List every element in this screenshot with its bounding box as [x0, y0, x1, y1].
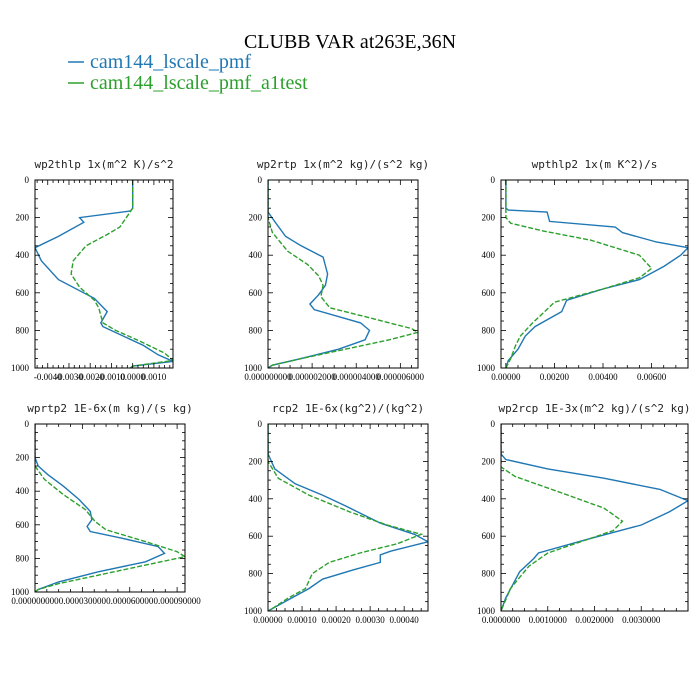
series-line-2	[501, 424, 624, 611]
x-tick-label: 0.000000000	[244, 372, 292, 382]
x-tick-label: 0.00400	[588, 372, 618, 382]
series-line-2	[35, 424, 185, 592]
y-tick-label: 800	[249, 569, 263, 579]
series-line-1	[501, 424, 688, 611]
y-tick-label: 1000	[244, 606, 263, 616]
series-line-1	[35, 424, 166, 592]
x-tick-label: 0.000060000	[106, 596, 154, 606]
x-tick-label: 0.000002000	[288, 372, 336, 382]
y-tick-label: 200	[16, 213, 30, 223]
y-tick-label: 800	[16, 553, 30, 563]
figure-title: CLUBB VAR at263E,36N	[244, 31, 456, 53]
x-tick-label: 0.0020000	[575, 615, 614, 625]
legend: cam144_lscale_pmf cam144_lscale_pmf_a1te…	[68, 51, 308, 94]
x-tick-label: 0.00010	[287, 615, 317, 625]
panel-3: wpthlp2 1x(m K^2)/s020040060080010000.00…	[477, 158, 689, 382]
series-line-1	[505, 180, 688, 368]
plot-frame	[500, 423, 689, 612]
y-tick-label: 400	[482, 250, 496, 260]
x-tick-label: 0.00030	[356, 615, 386, 625]
y-tick-label: 0	[491, 419, 496, 429]
y-tick-label: 600	[16, 520, 30, 530]
x-tick-label: 0.0010	[142, 372, 167, 382]
y-tick-label: 200	[249, 213, 263, 223]
y-tick-label: 600	[482, 288, 496, 298]
plot-frame	[34, 423, 186, 593]
y-tick-label: 800	[482, 569, 496, 579]
y-tick-label: 400	[16, 486, 30, 496]
panel-grid: wp2thlp 1x(m^2 K)/s^2 0 200 400 600 800 1000 -0…	[11, 158, 691, 625]
legend-label-series-1: cam144_lscale_pmf	[90, 51, 251, 73]
y-tick-label: 1000	[244, 363, 263, 373]
x-tick-label: 0.000006000	[377, 372, 425, 382]
y-tick-label: 600	[16, 288, 30, 298]
x-tick-label: 0.00020	[321, 615, 351, 625]
plot-frame	[500, 179, 689, 369]
y-tick-label: 200	[482, 456, 496, 466]
y-tick-label: 1000	[477, 363, 496, 373]
y-tick-label: 400	[16, 250, 30, 260]
series-line-2	[268, 424, 424, 611]
y-tick-label: 400	[249, 250, 263, 260]
x-tick-label: -0.0010	[98, 372, 126, 382]
x-tick-label: 0.0000000	[482, 615, 521, 625]
plot-frame	[267, 423, 429, 612]
y-tick-label: 1000	[11, 587, 30, 597]
y-tick-label: 800	[482, 325, 496, 335]
x-tick-label: -0.0040	[34, 372, 62, 382]
series-line-1	[268, 424, 428, 611]
x-tick-label: 0.00600	[637, 372, 667, 382]
panel-title: wp2rcp 1E-3x(m^2 kg)/(s^2 kg)	[498, 402, 690, 415]
x-tick-label: 0.00000	[253, 615, 283, 625]
panel-title: wpthlp2 1x(m K^2)/s	[532, 158, 658, 171]
y-tick-label: 0	[25, 175, 30, 185]
x-tick-label: 0.00000	[491, 372, 521, 382]
legend-label-series-2: cam144_lscale_pmf_a1test	[90, 72, 308, 94]
y-tick-label: 800	[16, 325, 30, 335]
series-line-2	[505, 180, 653, 368]
x-tick-label: 0.00040	[390, 615, 420, 625]
y-tick-label: 200	[16, 453, 30, 463]
y-tick-label: 600	[482, 531, 496, 541]
series-line-2	[70, 180, 173, 368]
panel-title: rcp2 1E-6x(kg^2)/(kg^2)	[272, 402, 424, 415]
panel-title: wprtp2 1E-6x(m kg)/(s kg)	[27, 402, 193, 415]
x-tick-label: 0.0000	[120, 372, 145, 382]
panel-5: rcp2 1E-6x(kg^2)/(kg^2) 0 200 400 600 800 1000…	[244, 402, 429, 625]
y-tick-label: 200	[482, 213, 496, 223]
y-tick-label: 600	[249, 531, 263, 541]
panel-4: wprtp2 1E-6x(m kg)/(s kg) 0 200 400 600 800 10…	[11, 402, 201, 606]
y-tick-label: 0	[258, 175, 263, 185]
panel-title: wp2thlp 1x(m^2 K)/s^2	[34, 158, 173, 171]
y-tick-label: 0	[258, 419, 263, 429]
x-tick-label: 0.000090000	[153, 596, 201, 606]
series-line-1	[35, 180, 173, 368]
y-tick-label: 1000	[11, 363, 30, 373]
y-tick-label: 0	[491, 175, 496, 185]
x-tick-label: 0.00200	[540, 372, 570, 382]
x-tick-label: 0.000004000	[333, 372, 381, 382]
y-tick-label: 400	[482, 494, 496, 504]
x-tick-label: -0.0020	[76, 372, 104, 382]
y-tick-label: 600	[249, 288, 263, 298]
x-tick-label: 0.0010000	[529, 615, 568, 625]
y-tick-label: 800	[249, 325, 263, 335]
x-tick-label: 0.000030000	[59, 596, 107, 606]
series-line-2	[268, 180, 418, 368]
y-tick-label: 0	[25, 419, 30, 429]
panel-6: wp2rcp 1E-3x(m^2 kg)/(s^2 kg)0 200 400 600 8…	[477, 402, 691, 625]
y-tick-label: 1000	[477, 606, 496, 616]
x-tick-label: -0.0030	[55, 372, 83, 382]
panel-title: wp2rtp 1x(m^2 kg)/(s^2 kg)	[257, 158, 429, 171]
panel-1: wp2thlp 1x(m^2 K)/s^2 0 200 400 600 800 1000 -0…	[11, 158, 174, 382]
plot-frame	[267, 179, 419, 369]
panel-2: wp2rtp 1x(m^2 kg)/(s^2 kg) 0 200 400 600 800 1…	[244, 158, 429, 382]
y-tick-label: 400	[249, 494, 263, 504]
plot-frame	[34, 179, 174, 369]
y-tick-label: 200	[249, 456, 263, 466]
x-tick-label: 0.0030000	[622, 615, 661, 625]
x-tick-label: 0.000000000	[11, 596, 59, 606]
series-line-1	[268, 180, 371, 368]
